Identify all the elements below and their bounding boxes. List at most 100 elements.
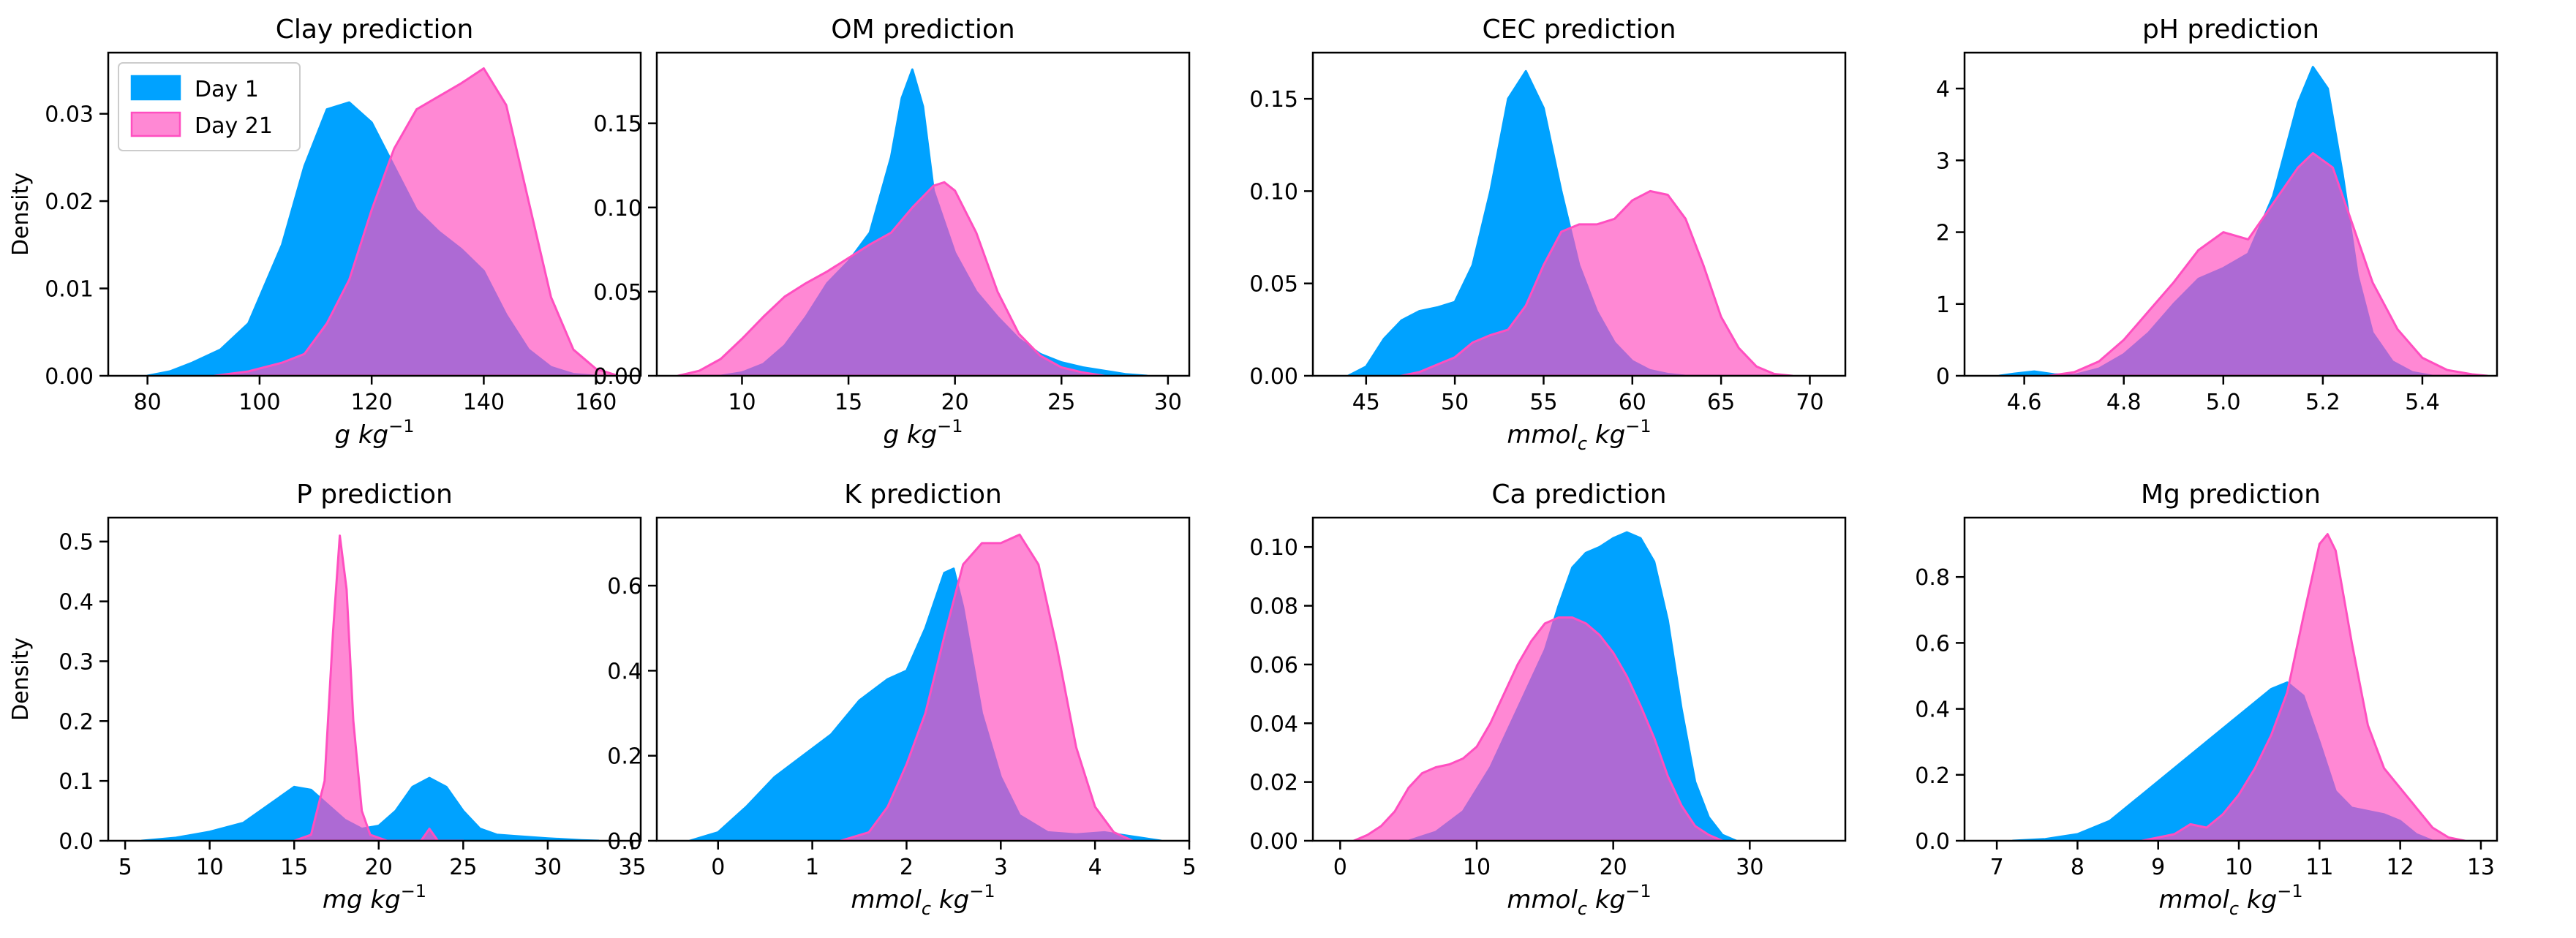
panel-8-xtick-label: 11 [2305, 855, 2333, 880]
panel-3-series-day21-area [1400, 189, 1793, 376]
panel-7-ytick-label: 0.04 [1249, 711, 1298, 737]
panel-2-areas [677, 68, 1148, 376]
panel-4-ytick-label: 0 [1936, 364, 1950, 390]
panel-5-areas [140, 534, 600, 841]
panel-6-ytick-label: 0.4 [607, 659, 642, 684]
panel-2-ytick-label: 0.05 [593, 280, 642, 306]
panel-6-ytick-label: 0.6 [607, 574, 642, 600]
panel-3-xlabel-tail: kg [1587, 420, 1625, 450]
panel-2-series-day21-area [677, 181, 1105, 376]
panel-5-xlabel: mg kg−1 [323, 881, 426, 915]
panel-6-xtick-label: 5 [1182, 855, 1196, 880]
panel-1-xtick-label: 80 [134, 390, 162, 415]
panel-3-areas [1347, 69, 1793, 376]
panel-8-areas [2011, 533, 2466, 841]
panel-2-xlabel-main: g kg [883, 420, 937, 450]
panel-6-xtick-label: 3 [994, 855, 1008, 880]
panel-5-ytick-label: 0.5 [59, 530, 94, 556]
panel-4-title: pH prediction [2142, 15, 2319, 45]
panel-8-series-day21-area [2141, 533, 2466, 841]
panel-7-series-day21-area [1352, 616, 1724, 841]
panel-6-title: K prediction [844, 480, 1002, 510]
panel-6-series-day21-area [839, 533, 1134, 841]
panel-5-series-day1-area [140, 776, 600, 841]
panel-8-xlabel-sup: −1 [2277, 881, 2302, 901]
panel-7: 0 10 20 30 0.00 0.02 0.04 0.06 0.08 0.10 Ca predic… [1249, 480, 1847, 919]
panel-3-xtick-label: 45 [1352, 390, 1380, 415]
panel-8-ytick-label: 0.0 [1915, 829, 1950, 855]
panel-7-ytick-label: 0.06 [1249, 653, 1298, 678]
panel-6: 0 1 2 3 4 5 0.0 0.2 0.4 0.6 K prediction mmolc kg−1 [607, 480, 1196, 919]
panel-8-ytick-label: 0.6 [1915, 631, 1950, 657]
panel-1-ytick-label: 0.02 [45, 189, 94, 215]
panel-1-areas [146, 67, 619, 376]
legend-label-day1: Day 1 [195, 77, 259, 102]
panel-1-legend: Day 1 Day 21 [118, 62, 301, 151]
panel-3-title: CEC prediction [1482, 15, 1676, 45]
panel-5-xtick-label: 30 [534, 855, 562, 880]
panel-2-xtick-label: 20 [941, 390, 969, 415]
panel-8-xtick-label: 9 [2151, 855, 2165, 880]
panel-2-xtick-label: 25 [1047, 390, 1075, 415]
panel-3-ytick-label: 0.00 [1249, 364, 1298, 390]
panel-1-series-day21-area [214, 67, 619, 376]
panel-3-ytick-label: 0.15 [1249, 87, 1298, 113]
panel-7-xtick-label: 10 [1463, 855, 1491, 880]
panel-3-xtick-label: 65 [1707, 390, 1735, 415]
panel-8-xlabel: mmolc kg−1 [2158, 881, 2302, 919]
panel-1-xtick-label: 160 [575, 390, 617, 415]
panel-7-xlabel-sub: c [1578, 899, 1587, 919]
panel-1-title: Clay prediction [276, 15, 474, 45]
panel-7-xlabel-tail: kg [1587, 885, 1625, 915]
panel-5-ytick-label: 0.0 [59, 829, 94, 855]
panel-3-xtick-label: 55 [1529, 390, 1557, 415]
panel-4: 4.6 4.8 5.0 5.2 5.4 0 1 2 3 4 pH prediction [1936, 15, 2498, 415]
panel-8-frame [1963, 516, 2498, 842]
panel-7-xtick-label: 20 [1600, 855, 1627, 880]
panel-1-xtick-label: 140 [463, 390, 505, 415]
panel-6-xtick-label: 2 [900, 855, 914, 880]
panel-5-xtick-label: 25 [449, 855, 477, 880]
panel-7-areas [1352, 531, 1738, 841]
panel-3-xtick-label: 50 [1441, 390, 1469, 415]
panel-5-ytick-label: 0.1 [59, 769, 94, 795]
panel-7-ytick-label: 0.00 [1249, 829, 1298, 855]
panel-6-xlabel-sub: c [922, 899, 931, 919]
panel-6-areas [688, 533, 1162, 841]
panel-1-frame [107, 51, 642, 377]
panel-5-xlabel-sup: −1 [401, 881, 426, 901]
panel-5-ytick-label: 0.4 [59, 590, 94, 616]
panel-5-frame [107, 516, 642, 842]
panel-5-series-day21-area [293, 534, 464, 841]
panel-2-title: OM prediction [831, 15, 1014, 45]
panel-1-ytick-label: 0.00 [45, 364, 94, 390]
panel-3-xlabel-main: mmol [1507, 420, 1578, 450]
panel-1-xlabel: g kg−1 [334, 416, 414, 450]
panel-3-ytick-label: 0.05 [1249, 272, 1298, 298]
panel-1-xtick-label: 120 [351, 390, 393, 415]
panel-6-frame [655, 516, 1191, 842]
panel-3: 45 50 55 60 65 70 0.00 0.05 0.10 0.15 CEC predicti… [1249, 15, 1847, 454]
panel-6-xlabel-main: mmol [851, 885, 922, 915]
panel-5-xtick-label: 35 [618, 855, 646, 880]
legend-swatch-day1 [130, 75, 181, 101]
panel-1-xlabel-main: g kg [334, 420, 388, 450]
panel-4-frame [1963, 51, 2498, 377]
panel-7-xlabel: mmolc kg−1 [1507, 881, 1651, 919]
panel-3-xlabel: mmolc kg−1 [1507, 416, 1651, 454]
panel-5-xtick-label: 15 [280, 855, 308, 880]
panel-7-frame [1311, 516, 1847, 842]
panel-5-xtick-label: 10 [196, 855, 224, 880]
panel-8-xtick-label: 12 [2387, 855, 2414, 880]
panel-7-xtick-label: 0 [1333, 855, 1347, 880]
panel-4-xtick-label: 5.2 [2305, 390, 2340, 415]
legend-swatch-day21 [130, 111, 181, 137]
panel-2-ytick-label: 0.10 [593, 196, 642, 222]
panel-1-ytick-label: 0.03 [45, 102, 94, 128]
panel-6-ytick-label: 0.0 [607, 829, 642, 855]
panel-1-ytick-label: 0.01 [45, 277, 94, 303]
panel-1-xlabel-sup: −1 [388, 416, 414, 436]
panel-3-xtick-label: 70 [1796, 390, 1823, 415]
